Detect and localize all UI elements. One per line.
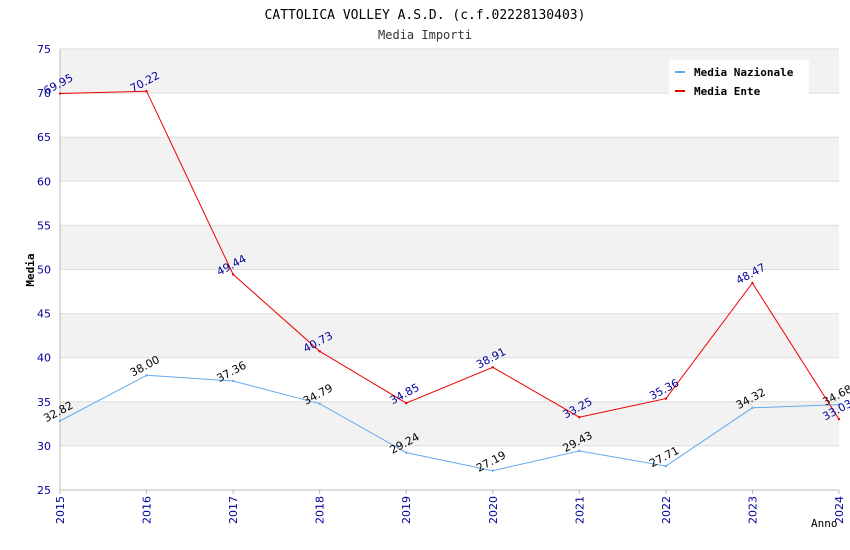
data-point bbox=[664, 464, 668, 468]
x-tick-label: 2023 bbox=[746, 496, 759, 524]
grid-band bbox=[60, 313, 839, 358]
y-tick-label: 60 bbox=[37, 175, 51, 188]
y-tick-label: 70 bbox=[37, 87, 51, 100]
x-tick-label: 2018 bbox=[314, 496, 327, 524]
chart-title: CATTOLICA VOLLEY A.S.D. (c.f.02228130403… bbox=[265, 8, 586, 23]
y-tick-label: 45 bbox=[37, 308, 51, 321]
y-tick-label: 55 bbox=[37, 219, 51, 232]
data-point bbox=[58, 419, 62, 423]
y-axis-label: Media bbox=[24, 253, 37, 286]
data-point bbox=[664, 397, 668, 400]
legend: Media Nazionale Media Ente bbox=[669, 60, 809, 98]
data-point bbox=[231, 273, 235, 276]
data-point bbox=[145, 374, 148, 377]
series-line-1 bbox=[59, 90, 840, 420]
legend-label: Media Ente bbox=[694, 85, 761, 98]
y-tick-label: 65 bbox=[37, 131, 51, 144]
y-tick-label: 35 bbox=[37, 396, 51, 409]
data-point bbox=[231, 379, 235, 383]
y-tick-label: 25 bbox=[37, 484, 51, 497]
chart-subtitle: Media Importi bbox=[378, 28, 472, 42]
data-point bbox=[837, 417, 841, 421]
data-point bbox=[578, 416, 581, 419]
x-tick-label: 2017 bbox=[227, 496, 240, 524]
y-tick-label: 30 bbox=[37, 440, 51, 453]
legend-box bbox=[669, 60, 809, 98]
data-point bbox=[491, 366, 494, 369]
grid-band bbox=[60, 401, 839, 446]
series-line-0 bbox=[59, 374, 840, 472]
x-axis-label: Anno bbox=[811, 517, 838, 530]
data-point bbox=[405, 451, 408, 454]
x-tick-label: 2022 bbox=[660, 496, 673, 524]
data-point bbox=[145, 89, 148, 93]
data-point bbox=[751, 406, 754, 409]
x-tick-label: 2016 bbox=[141, 496, 154, 524]
data-point bbox=[837, 403, 841, 406]
grid-band bbox=[60, 225, 839, 270]
y-tick-label: 40 bbox=[37, 352, 51, 365]
x-tick-label: 2020 bbox=[487, 496, 500, 524]
data-point bbox=[318, 402, 321, 405]
legend-label: Media Nazionale bbox=[694, 66, 794, 79]
grid-band bbox=[60, 137, 839, 182]
y-tick-label: 75 bbox=[37, 43, 51, 56]
data-point bbox=[58, 92, 62, 95]
x-tick-label: 2024 bbox=[833, 496, 846, 524]
data-point bbox=[318, 350, 321, 353]
data-point bbox=[491, 469, 494, 472]
y-tick-label: 50 bbox=[37, 264, 51, 277]
x-tick-label: 2015 bbox=[54, 496, 67, 524]
x-tick-label: 2021 bbox=[573, 496, 586, 524]
x-tick-label: 2019 bbox=[400, 496, 413, 524]
data-point bbox=[751, 281, 754, 285]
data-point bbox=[405, 401, 408, 405]
data-point bbox=[578, 449, 581, 453]
